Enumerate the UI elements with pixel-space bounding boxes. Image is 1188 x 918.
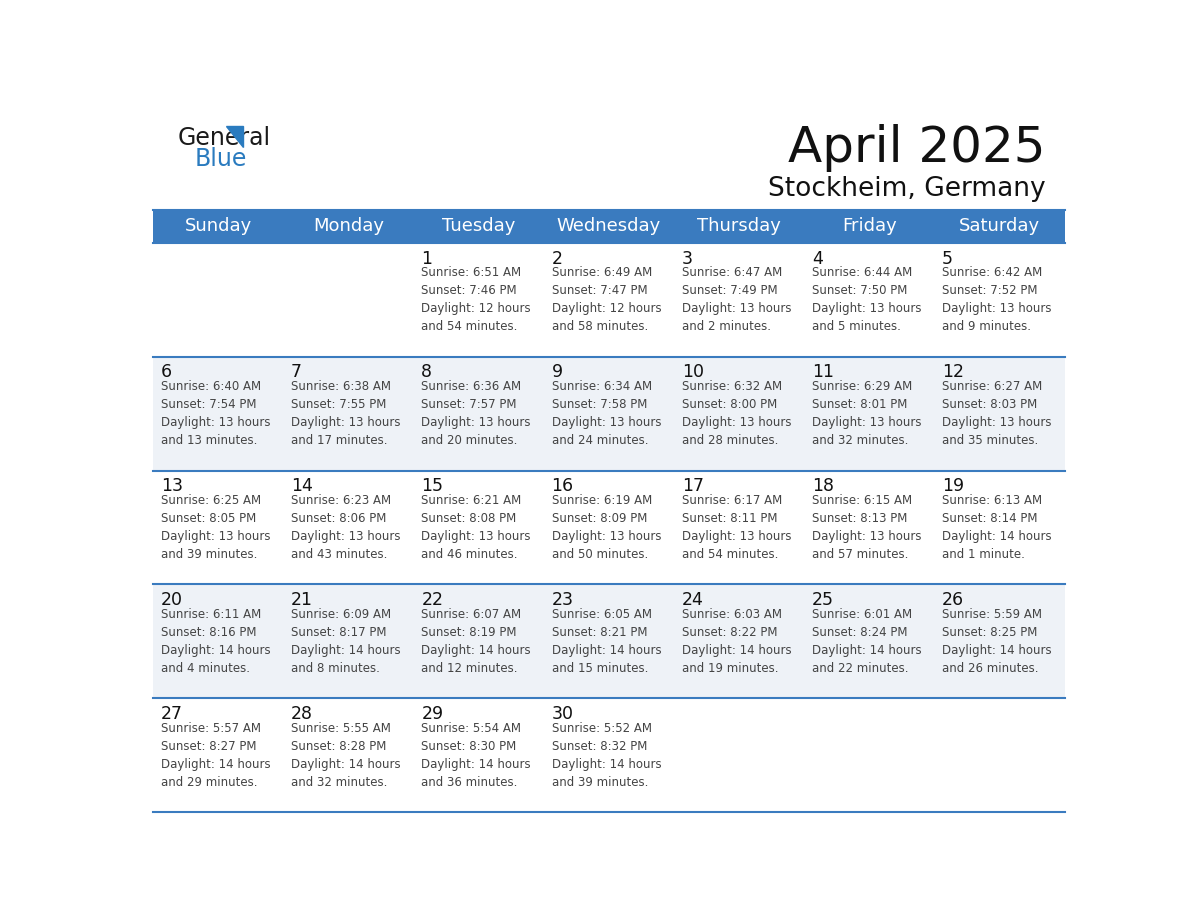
Text: Sunrise: 6:44 AM
Sunset: 7:50 PM
Daylight: 13 hours
and 5 minutes.: Sunrise: 6:44 AM Sunset: 7:50 PM Dayligh… bbox=[811, 265, 922, 332]
Text: 27: 27 bbox=[160, 705, 183, 723]
Text: Sunrise: 6:19 AM
Sunset: 8:09 PM
Daylight: 13 hours
and 50 minutes.: Sunrise: 6:19 AM Sunset: 8:09 PM Dayligh… bbox=[551, 494, 661, 561]
Text: 7: 7 bbox=[291, 364, 302, 382]
Text: 20: 20 bbox=[160, 591, 183, 610]
Bar bbox=[153, 471, 1064, 585]
Text: Sunrise: 6:36 AM
Sunset: 7:57 PM
Daylight: 13 hours
and 20 minutes.: Sunrise: 6:36 AM Sunset: 7:57 PM Dayligh… bbox=[422, 380, 531, 447]
Text: 8: 8 bbox=[422, 364, 432, 382]
Polygon shape bbox=[226, 127, 244, 147]
Text: Sunrise: 6:05 AM
Sunset: 8:21 PM
Daylight: 14 hours
and 15 minutes.: Sunrise: 6:05 AM Sunset: 8:21 PM Dayligh… bbox=[551, 608, 662, 675]
Text: 25: 25 bbox=[811, 591, 834, 610]
Text: 29: 29 bbox=[422, 705, 443, 723]
Text: 10: 10 bbox=[682, 364, 703, 382]
Bar bbox=[153, 242, 1064, 356]
Text: Stockheim, Germany: Stockheim, Germany bbox=[769, 176, 1045, 202]
Text: 22: 22 bbox=[422, 591, 443, 610]
Text: 14: 14 bbox=[291, 477, 312, 496]
Text: 11: 11 bbox=[811, 364, 834, 382]
Text: Sunrise: 6:15 AM
Sunset: 8:13 PM
Daylight: 13 hours
and 57 minutes.: Sunrise: 6:15 AM Sunset: 8:13 PM Dayligh… bbox=[811, 494, 922, 561]
Text: Sunrise: 6:32 AM
Sunset: 8:00 PM
Daylight: 13 hours
and 28 minutes.: Sunrise: 6:32 AM Sunset: 8:00 PM Dayligh… bbox=[682, 380, 791, 447]
Text: Sunrise: 6:17 AM
Sunset: 8:11 PM
Daylight: 13 hours
and 54 minutes.: Sunrise: 6:17 AM Sunset: 8:11 PM Dayligh… bbox=[682, 494, 791, 561]
Text: Thursday: Thursday bbox=[697, 218, 781, 235]
Text: Sunrise: 5:57 AM
Sunset: 8:27 PM
Daylight: 14 hours
and 29 minutes.: Sunrise: 5:57 AM Sunset: 8:27 PM Dayligh… bbox=[160, 722, 271, 789]
Text: 24: 24 bbox=[682, 591, 703, 610]
Text: 19: 19 bbox=[942, 477, 965, 496]
Text: Sunrise: 5:59 AM
Sunset: 8:25 PM
Daylight: 14 hours
and 26 minutes.: Sunrise: 5:59 AM Sunset: 8:25 PM Dayligh… bbox=[942, 608, 1051, 675]
Text: Sunrise: 5:54 AM
Sunset: 8:30 PM
Daylight: 14 hours
and 36 minutes.: Sunrise: 5:54 AM Sunset: 8:30 PM Dayligh… bbox=[422, 722, 531, 789]
Text: Sunrise: 6:27 AM
Sunset: 8:03 PM
Daylight: 13 hours
and 35 minutes.: Sunrise: 6:27 AM Sunset: 8:03 PM Dayligh… bbox=[942, 380, 1051, 447]
Text: Friday: Friday bbox=[842, 218, 897, 235]
Text: Sunrise: 6:40 AM
Sunset: 7:54 PM
Daylight: 13 hours
and 13 minutes.: Sunrise: 6:40 AM Sunset: 7:54 PM Dayligh… bbox=[160, 380, 271, 447]
Text: 23: 23 bbox=[551, 591, 574, 610]
Text: Sunrise: 6:49 AM
Sunset: 7:47 PM
Daylight: 12 hours
and 58 minutes.: Sunrise: 6:49 AM Sunset: 7:47 PM Dayligh… bbox=[551, 265, 662, 332]
Text: Sunrise: 6:01 AM
Sunset: 8:24 PM
Daylight: 14 hours
and 22 minutes.: Sunrise: 6:01 AM Sunset: 8:24 PM Dayligh… bbox=[811, 608, 922, 675]
Text: 4: 4 bbox=[811, 250, 823, 267]
Text: Sunrise: 6:42 AM
Sunset: 7:52 PM
Daylight: 13 hours
and 9 minutes.: Sunrise: 6:42 AM Sunset: 7:52 PM Dayligh… bbox=[942, 265, 1051, 332]
Text: 16: 16 bbox=[551, 477, 574, 496]
Text: 30: 30 bbox=[551, 705, 574, 723]
Text: 28: 28 bbox=[291, 705, 314, 723]
Text: 5: 5 bbox=[942, 250, 953, 267]
Text: 3: 3 bbox=[682, 250, 693, 267]
Bar bbox=[153, 210, 1064, 242]
Text: Blue: Blue bbox=[195, 147, 247, 171]
Text: 2: 2 bbox=[551, 250, 562, 267]
Text: April 2025: April 2025 bbox=[789, 124, 1045, 172]
Text: 9: 9 bbox=[551, 364, 563, 382]
Text: General: General bbox=[178, 126, 271, 150]
Text: 6: 6 bbox=[160, 364, 172, 382]
Text: Sunrise: 5:52 AM
Sunset: 8:32 PM
Daylight: 14 hours
and 39 minutes.: Sunrise: 5:52 AM Sunset: 8:32 PM Dayligh… bbox=[551, 722, 662, 789]
Text: Sunrise: 6:23 AM
Sunset: 8:06 PM
Daylight: 13 hours
and 43 minutes.: Sunrise: 6:23 AM Sunset: 8:06 PM Dayligh… bbox=[291, 494, 400, 561]
Text: 18: 18 bbox=[811, 477, 834, 496]
Text: Sunrise: 6:29 AM
Sunset: 8:01 PM
Daylight: 13 hours
and 32 minutes.: Sunrise: 6:29 AM Sunset: 8:01 PM Dayligh… bbox=[811, 380, 922, 447]
Text: 26: 26 bbox=[942, 591, 965, 610]
Text: Sunrise: 6:11 AM
Sunset: 8:16 PM
Daylight: 14 hours
and 4 minutes.: Sunrise: 6:11 AM Sunset: 8:16 PM Dayligh… bbox=[160, 608, 271, 675]
Text: Sunday: Sunday bbox=[184, 218, 252, 235]
Text: Sunrise: 6:21 AM
Sunset: 8:08 PM
Daylight: 13 hours
and 46 minutes.: Sunrise: 6:21 AM Sunset: 8:08 PM Dayligh… bbox=[422, 494, 531, 561]
Text: Sunrise: 6:03 AM
Sunset: 8:22 PM
Daylight: 14 hours
and 19 minutes.: Sunrise: 6:03 AM Sunset: 8:22 PM Dayligh… bbox=[682, 608, 791, 675]
Text: 15: 15 bbox=[422, 477, 443, 496]
Text: Sunrise: 6:47 AM
Sunset: 7:49 PM
Daylight: 13 hours
and 2 minutes.: Sunrise: 6:47 AM Sunset: 7:49 PM Dayligh… bbox=[682, 265, 791, 332]
Text: Sunrise: 6:38 AM
Sunset: 7:55 PM
Daylight: 13 hours
and 17 minutes.: Sunrise: 6:38 AM Sunset: 7:55 PM Dayligh… bbox=[291, 380, 400, 447]
Text: Sunrise: 6:07 AM
Sunset: 8:19 PM
Daylight: 14 hours
and 12 minutes.: Sunrise: 6:07 AM Sunset: 8:19 PM Dayligh… bbox=[422, 608, 531, 675]
Text: 17: 17 bbox=[682, 477, 703, 496]
Text: 1: 1 bbox=[422, 250, 432, 267]
Bar bbox=[153, 356, 1064, 471]
Text: 12: 12 bbox=[942, 364, 965, 382]
Bar bbox=[153, 585, 1064, 699]
Text: Sunrise: 6:09 AM
Sunset: 8:17 PM
Daylight: 14 hours
and 8 minutes.: Sunrise: 6:09 AM Sunset: 8:17 PM Dayligh… bbox=[291, 608, 400, 675]
Text: 21: 21 bbox=[291, 591, 314, 610]
Text: Sunrise: 6:13 AM
Sunset: 8:14 PM
Daylight: 14 hours
and 1 minute.: Sunrise: 6:13 AM Sunset: 8:14 PM Dayligh… bbox=[942, 494, 1051, 561]
Text: Saturday: Saturday bbox=[959, 218, 1040, 235]
Text: Sunrise: 6:25 AM
Sunset: 8:05 PM
Daylight: 13 hours
and 39 minutes.: Sunrise: 6:25 AM Sunset: 8:05 PM Dayligh… bbox=[160, 494, 271, 561]
Text: Monday: Monday bbox=[312, 218, 384, 235]
Text: Wednesday: Wednesday bbox=[557, 218, 661, 235]
Text: Tuesday: Tuesday bbox=[442, 218, 516, 235]
Text: Sunrise: 6:51 AM
Sunset: 7:46 PM
Daylight: 12 hours
and 54 minutes.: Sunrise: 6:51 AM Sunset: 7:46 PM Dayligh… bbox=[422, 265, 531, 332]
Bar bbox=[153, 699, 1064, 812]
Text: 13: 13 bbox=[160, 477, 183, 496]
Text: Sunrise: 6:34 AM
Sunset: 7:58 PM
Daylight: 13 hours
and 24 minutes.: Sunrise: 6:34 AM Sunset: 7:58 PM Dayligh… bbox=[551, 380, 661, 447]
Text: Sunrise: 5:55 AM
Sunset: 8:28 PM
Daylight: 14 hours
and 32 minutes.: Sunrise: 5:55 AM Sunset: 8:28 PM Dayligh… bbox=[291, 722, 400, 789]
